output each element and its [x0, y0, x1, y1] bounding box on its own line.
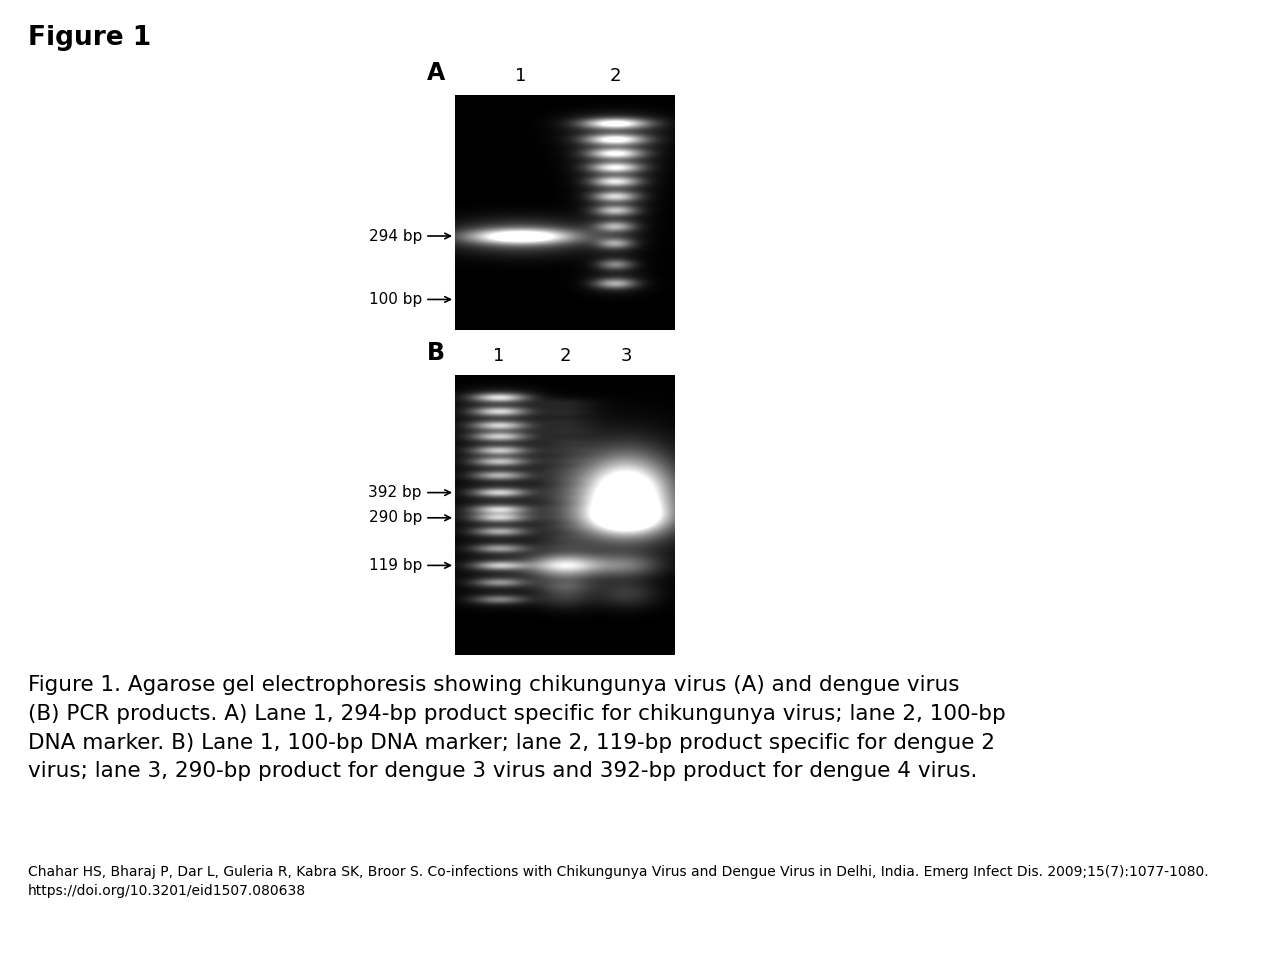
Text: B: B [428, 341, 445, 365]
Text: 1: 1 [516, 67, 526, 85]
Text: 290 bp: 290 bp [369, 511, 422, 525]
Text: 100 bp: 100 bp [369, 292, 422, 307]
Text: 392 bp: 392 bp [369, 485, 422, 500]
Text: 3: 3 [621, 347, 632, 365]
Text: Figure 1. Agarose gel electrophoresis showing chikungunya virus (A) and dengue v: Figure 1. Agarose gel electrophoresis sh… [28, 675, 1006, 781]
Text: 119 bp: 119 bp [369, 558, 422, 573]
Text: 2: 2 [559, 347, 571, 365]
Text: Figure 1: Figure 1 [28, 25, 151, 51]
Text: 294 bp: 294 bp [369, 228, 422, 244]
Text: A: A [426, 61, 445, 85]
Text: 1: 1 [493, 347, 504, 365]
Text: Chahar HS, Bharaj P, Dar L, Guleria R, Kabra SK, Broor S. Co-infections with Chi: Chahar HS, Bharaj P, Dar L, Guleria R, K… [28, 865, 1208, 899]
Text: 2: 2 [609, 67, 621, 85]
